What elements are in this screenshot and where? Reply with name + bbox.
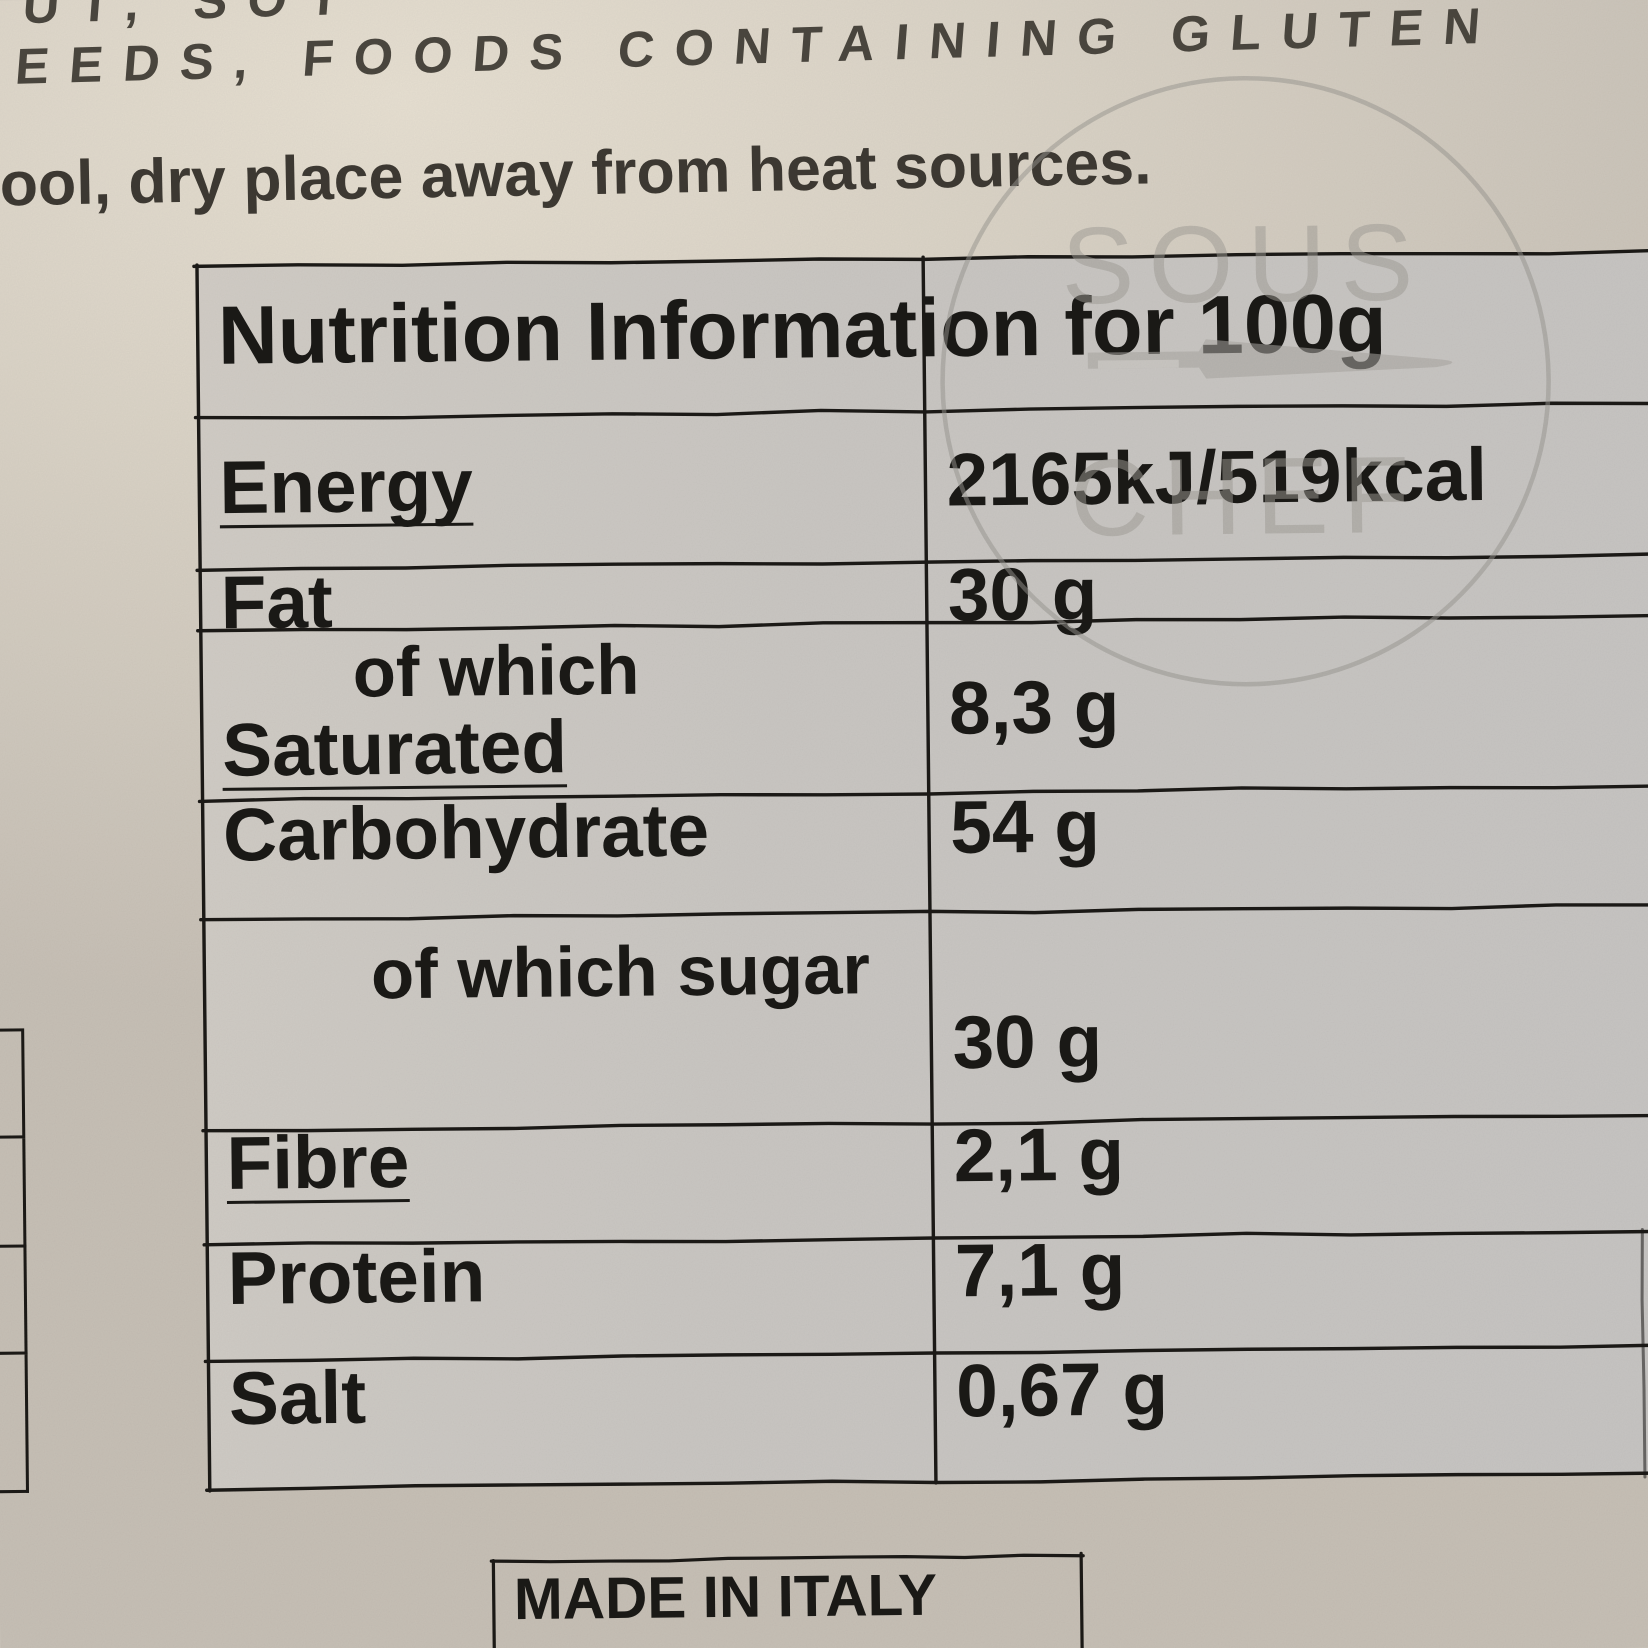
svg-text:SOUS: SOUS bbox=[1061, 202, 1428, 328]
svg-text:CHEF: CHEF bbox=[1069, 434, 1424, 560]
